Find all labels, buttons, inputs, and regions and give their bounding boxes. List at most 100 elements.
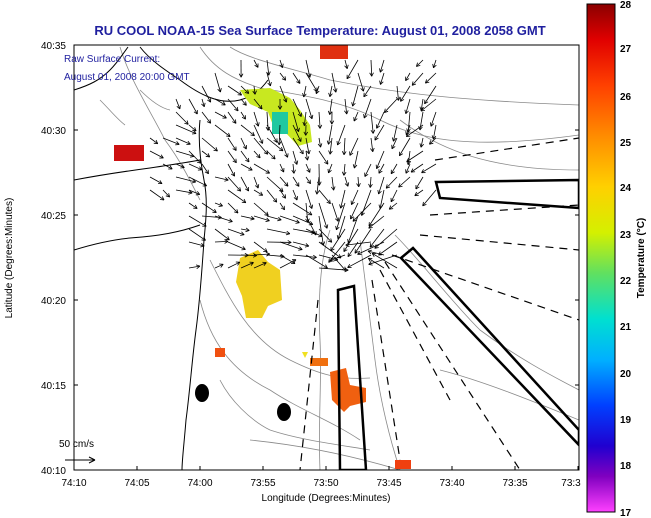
current-vector-head: [369, 243, 372, 248]
colorbar-tick-label: 17: [620, 508, 632, 518]
current-vector-head: [236, 189, 241, 192]
current-vector-head: [310, 221, 314, 225]
current-vector: [410, 163, 424, 173]
current-vector: [292, 202, 313, 216]
current-vector-head: [399, 153, 404, 157]
current-vector-head: [267, 169, 270, 174]
current-vector: [227, 189, 247, 204]
current-vector-head: [311, 204, 314, 209]
current-vector-head: [406, 158, 409, 162]
current-vector-head: [286, 182, 289, 187]
current-vector-head: [416, 62, 418, 67]
current-vector: [420, 98, 424, 111]
current-vector: [385, 176, 398, 189]
current-vector: [347, 241, 359, 257]
current-vector-head: [259, 140, 263, 144]
current-vector-head: [266, 217, 270, 222]
current-vector-head: [328, 150, 331, 155]
current-vector: [279, 59, 283, 68]
current-vector: [253, 150, 261, 159]
current-vector-head: [244, 92, 249, 94]
current-vector: [396, 85, 399, 101]
current-vector-head: [280, 207, 285, 211]
current-vector-head: [203, 222, 207, 227]
current-vector-head: [419, 106, 422, 111]
current-vector-head: [252, 90, 256, 95]
current-vector: [337, 124, 346, 146]
current-vector: [279, 176, 289, 187]
current-vector: [227, 163, 235, 177]
current-vector: [424, 85, 437, 104]
current-vector-head: [295, 184, 300, 187]
current-vector: [214, 124, 231, 137]
current-vector: [240, 262, 254, 269]
current-vector-head: [278, 216, 282, 221]
current-vector: [292, 241, 309, 247]
current-vector: [201, 111, 211, 124]
current-vector: [379, 59, 385, 73]
current-vector: [305, 72, 318, 92]
current-vector-head: [242, 103, 247, 106]
current-vector-head: [279, 105, 283, 110]
current-vector-head: [330, 248, 335, 252]
current-vector-head: [430, 123, 435, 127]
current-vector-head: [343, 171, 347, 176]
current-vector-head: [374, 137, 379, 141]
current-vector: [292, 124, 302, 142]
current-vectors: [149, 59, 437, 273]
current-vector: [240, 215, 255, 220]
current-vector-head: [368, 224, 371, 229]
current-vector-head: [347, 263, 351, 268]
current-vector: [253, 215, 270, 222]
current-vector-head: [315, 89, 317, 94]
current-vector: [188, 150, 202, 164]
current-vector-head: [344, 269, 349, 273]
current-vector: [214, 202, 223, 207]
current-vector-head: [372, 129, 376, 134]
current-vector-head: [419, 143, 422, 148]
current-vector-head: [340, 204, 344, 209]
current-vector-head: [251, 216, 255, 220]
current-vector-head: [352, 102, 356, 107]
current-vector: [292, 228, 316, 234]
current-vector: [305, 176, 311, 184]
current-vector: [432, 124, 437, 140]
current-vector-head: [379, 68, 381, 73]
current-vector-head: [228, 132, 231, 137]
current-vector: [369, 228, 385, 248]
current-vector-head: [336, 140, 338, 146]
current-vector: [214, 98, 226, 106]
current-vector: [400, 85, 411, 102]
current-vector-head: [298, 249, 303, 251]
current-vector-head: [412, 83, 417, 86]
colorbar-tick-label: 20: [620, 369, 632, 380]
current-vector-head: [254, 185, 259, 189]
buoy-marker: [277, 403, 291, 421]
current-vector-head: [299, 246, 303, 250]
current-vector: [149, 137, 158, 145]
current-vector-head: [368, 227, 373, 229]
current-vector: [406, 150, 424, 163]
current-vector-head: [293, 259, 297, 264]
current-vector-head: [371, 72, 374, 77]
current-vector-head: [345, 244, 350, 247]
current-vector: [227, 150, 237, 163]
current-vector-head: [169, 165, 173, 170]
current-vector-head: [201, 243, 205, 247]
current-vector-head: [353, 118, 358, 122]
current-vector: [378, 176, 385, 195]
current-vector: [406, 124, 424, 137]
colorbar-tick-label: 24: [620, 183, 632, 194]
current-vector-head: [407, 161, 411, 165]
current-vector-head: [258, 153, 261, 158]
current-vector-head: [380, 69, 384, 73]
current-vector: [279, 254, 296, 264]
current-vector: [253, 85, 256, 95]
current-vector-head: [188, 192, 193, 195]
current-vector-head: [377, 190, 379, 195]
current-vector-head: [391, 137, 394, 142]
current-vector: [388, 202, 398, 210]
current-vector-head: [176, 141, 180, 145]
current-vector-head: [335, 225, 337, 230]
current-vector-head: [190, 155, 195, 158]
